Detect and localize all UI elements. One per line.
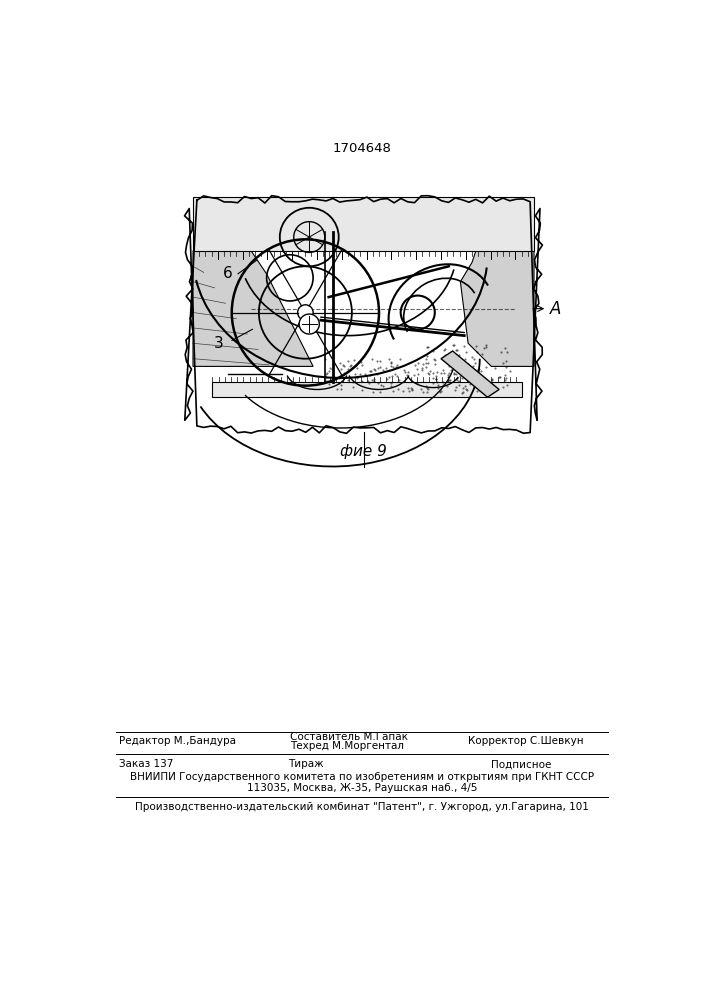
- Text: Корректор С.Шевкун: Корректор С.Шевкун: [468, 736, 584, 746]
- Text: 1704648: 1704648: [332, 142, 392, 155]
- Polygon shape: [193, 197, 534, 251]
- Text: 6: 6: [223, 266, 233, 282]
- Text: 3: 3: [214, 336, 223, 351]
- Text: 113035, Москва, Ж-35, Раушская наб., 4/5: 113035, Москва, Ж-35, Раушская наб., 4/5: [247, 783, 477, 793]
- Text: Техред М.Моргентал: Техред М.Моргентал: [290, 741, 404, 751]
- Circle shape: [298, 305, 313, 320]
- Text: Редактор М.,Бандура: Редактор М.,Бандура: [119, 736, 236, 746]
- Text: ВНИИПИ Государственного комитета по изобретениям и открытиям при ГКНТ СССР: ВНИИПИ Государственного комитета по изоб…: [130, 772, 594, 782]
- Polygon shape: [460, 251, 534, 366]
- Circle shape: [299, 314, 320, 334]
- Text: Составитель М.Гапак: Составитель М.Гапак: [290, 732, 408, 742]
- Text: A: A: [549, 300, 561, 318]
- Polygon shape: [193, 251, 313, 366]
- Text: Тираж: Тираж: [288, 759, 323, 769]
- Text: фие 9: фие 9: [340, 444, 387, 459]
- Polygon shape: [441, 351, 499, 397]
- Text: Подписное: Подписное: [491, 759, 551, 769]
- Polygon shape: [212, 382, 522, 397]
- Text: Заказ 137: Заказ 137: [119, 759, 174, 769]
- Text: Производственно-издательский комбинат "Патент", г. Ужгород, ул.Гагарина, 101: Производственно-издательский комбинат "П…: [135, 802, 589, 812]
